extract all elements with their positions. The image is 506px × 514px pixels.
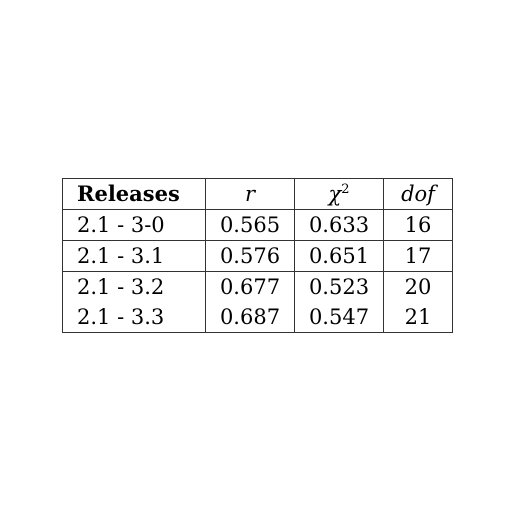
cell-releases: 2.1 - 3.3 [62,302,206,333]
cell-r: 0.565 [205,209,295,241]
header-r: r [205,178,295,210]
table-header-row: Releases r χ2 dof [62,178,453,210]
cell-dof: 17 [383,240,453,272]
cell-dof: 21 [383,302,453,333]
table-row: 2.1 - 3.2 0.677 0.523 20 [62,271,453,302]
cell-chi2: 0.651 [294,240,384,272]
results-table: Releases r χ2 dof 2.1 - 3-0 0.565 0.633 … [62,178,453,333]
header-chi-exponent: 2 [341,182,350,197]
cell-releases: 2.1 - 3.1 [62,240,206,272]
header-chi-squared: χ2 [294,178,384,210]
table-row: 2.1 - 3.1 0.576 0.651 17 [62,240,453,272]
header-dof: dof [383,178,453,210]
cell-dof: 20 [383,271,453,302]
cell-dof: 16 [383,209,453,241]
header-r-label: r [244,182,256,206]
cell-releases: 2.1 - 3.2 [62,271,206,302]
header-chi-label: χ [328,182,342,206]
cell-chi2: 0.547 [294,302,384,333]
header-releases: Releases [62,178,206,210]
cell-releases: 2.1 - 3-0 [62,209,206,241]
header-dof-label: dof [401,182,435,206]
cell-r: 0.576 [205,240,295,272]
cell-r: 0.677 [205,271,295,302]
cell-chi2: 0.523 [294,271,384,302]
table-row: 2.1 - 3-0 0.565 0.633 16 [62,209,453,241]
table-row: 2.1 - 3.3 0.687 0.547 21 [62,302,453,333]
cell-r: 0.687 [205,302,295,333]
cell-chi2: 0.633 [294,209,384,241]
